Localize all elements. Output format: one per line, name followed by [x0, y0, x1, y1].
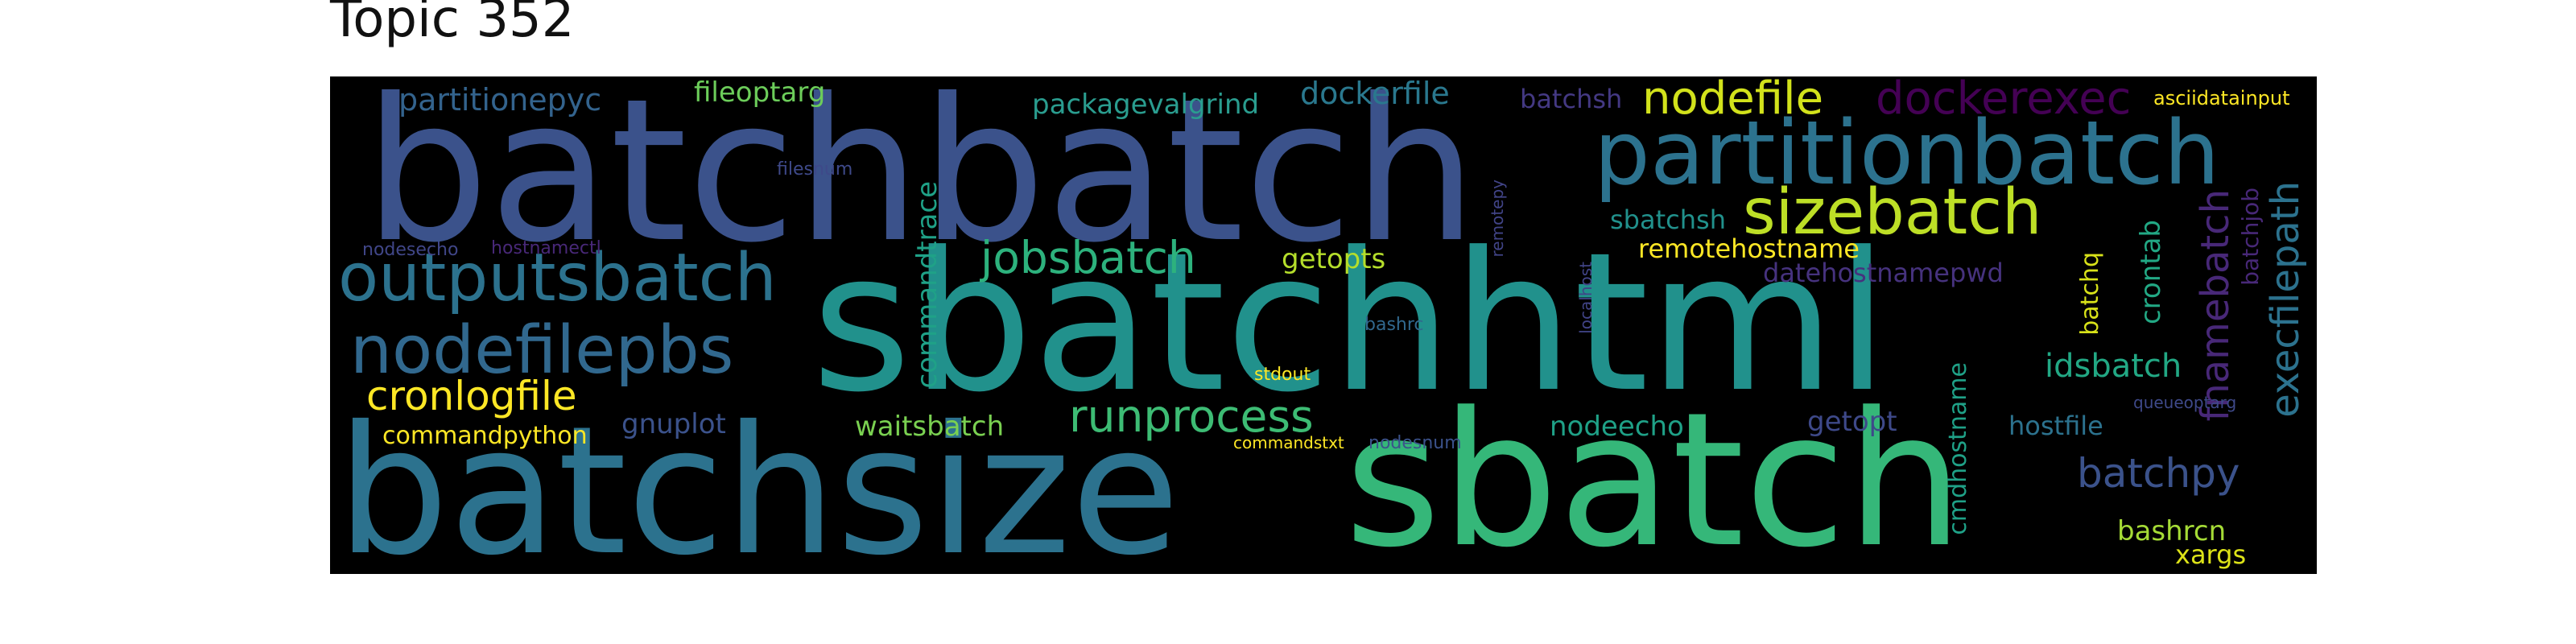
word-localhost: localhost — [1576, 262, 1596, 334]
word-waitsbatch: waitsbatch — [855, 411, 1005, 443]
word-getopt: getopt — [1807, 406, 1897, 438]
word-batchsh: batchsh — [1520, 84, 1623, 114]
word-datehostnamepwd: datehostnamepwd — [1763, 258, 2004, 288]
word-cronlogfile: cronlogfile — [366, 373, 577, 419]
word-remotepy: remotepy — [1488, 180, 1507, 258]
word-nodeecho: nodeecho — [1550, 411, 1684, 443]
word-asciidatainput: asciidatainput — [2153, 87, 2290, 109]
word-nodesnum: nodesnum — [1368, 433, 1462, 453]
word-remotehostname: remotehostname — [1638, 233, 1860, 264]
word-crontab: crontab — [2135, 220, 2167, 325]
word-xargs: xargs — [2175, 539, 2247, 570]
word-outputsbatch: outputsbatch — [338, 240, 777, 316]
word-packagevalgrind: packagevalgrind — [1032, 89, 1260, 121]
word-sbatchhtml: sbatchhtml — [811, 212, 1889, 435]
word-runprocess: runprocess — [1069, 390, 1314, 442]
word-sizebatch: sizebatch — [1743, 176, 2042, 249]
word-sbatchsh: sbatchsh — [1610, 204, 1726, 235]
word-batchpy: batchpy — [2077, 450, 2240, 497]
word-gnuplot: gnuplot — [621, 408, 726, 440]
word-hostnamectl: hostnamectl — [491, 238, 601, 258]
word-commandstxt: commandstxt — [1233, 433, 1344, 452]
word-nodesecho: nodesecho — [362, 240, 459, 260]
word-partitionbatch: partitionbatch — [1594, 101, 2220, 204]
word-dockerfile: dockerfile — [1300, 76, 1450, 111]
word-queueoptarg: queueoptarg — [2133, 393, 2237, 412]
word-execfilepath: execfilepath — [2263, 181, 2308, 418]
page-title: Topic 352 — [330, 0, 575, 49]
word-idsbatch: idsbatch — [2045, 348, 2182, 385]
word-hostfile: hostfile — [2008, 411, 2103, 441]
word-bashrcn: bashrcn — [2117, 515, 2227, 547]
word-getopts: getopts — [1282, 243, 1386, 275]
word-dockerexec: dockerexec — [1876, 76, 2132, 125]
word-fnamebatch: fnamebatch — [2193, 189, 2238, 422]
word-commandtrace: commandtrace — [911, 181, 943, 389]
word-batchjob: batchjob — [2237, 188, 2264, 286]
word-sbatch: sbatch — [1344, 374, 1964, 574]
word-stdout: stdout — [1254, 365, 1311, 385]
word-filesnum: filesnum — [777, 159, 853, 180]
word-jobsbatch: jobsbatch — [980, 232, 1196, 283]
word-bashrc: bashrc — [1364, 315, 1424, 335]
word-partitionepyc: partitionepyc — [398, 82, 602, 118]
word-commandpython: commandpython — [382, 422, 588, 450]
word-cloud: batchbatch sbatchhtml batchsize sbatch p… — [330, 76, 2317, 574]
word-batchsize: batchsize — [336, 388, 1180, 574]
word-nodefile: nodefile — [1642, 76, 1824, 125]
word-batchq: batchq — [2076, 252, 2104, 336]
word-batchbatch: batchbatch — [364, 76, 1478, 286]
word-nodefilepbs: nodefilepbs — [350, 312, 734, 389]
word-fileoptarg: fileoptarg — [694, 76, 826, 109]
word-cmdhostname: cmdhostname — [1944, 362, 1972, 535]
